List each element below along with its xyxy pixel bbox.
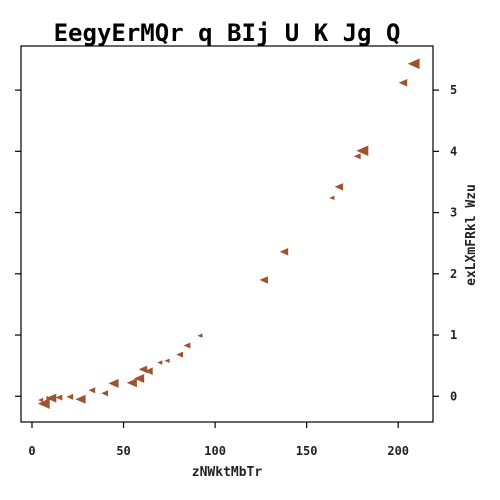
data-point-8 [101,390,108,397]
x-tick-label-50: 50 [116,444,130,458]
data-point-23 [353,153,361,160]
data-point-26 [407,58,420,69]
data-point-19 [259,276,268,284]
data-point-22 [334,183,344,191]
y-tick-label-3: 3 [450,206,457,220]
x-tick-label-0: 0 [28,444,35,458]
data-point-15 [164,358,170,363]
plot-frame [20,45,434,423]
x-tick-label-100: 100 [204,444,226,458]
data-point-14 [157,360,163,365]
data-point-4 [55,394,63,401]
x-axis-label: zNWktMbTr [192,465,263,480]
data-point-17 [183,342,191,349]
x-tick-label-150: 150 [296,444,318,458]
y-tick-label-1: 1 [450,328,457,342]
data-point-1 [37,398,50,409]
x-tick-label-200: 200 [387,444,409,458]
y-tick-label-0: 0 [450,389,457,403]
data-point-18 [197,333,203,338]
y-axis-label: exLXmFRkl Wzu [464,184,479,286]
data-point-9 [108,378,119,388]
data-point-10 [126,378,137,388]
data-point-25 [398,79,408,87]
data-point-12 [138,365,148,374]
data-point-6 [75,394,86,404]
data-point-21 [329,195,335,201]
data-point-7 [88,387,96,394]
data-point-0 [38,397,44,403]
data-point-3 [46,393,57,403]
data-point-24 [356,145,369,156]
y-tick-label-4: 4 [450,144,457,158]
x-axis-ticks: 0 50 100 150 200 [28,422,409,458]
data-points [37,58,420,409]
y-tick-label-2: 2 [450,267,457,281]
data-point-5 [66,393,74,400]
y-tick-label-5: 5 [450,83,457,97]
data-point-13 [144,367,153,375]
chart-title: EegyErMQr q BIj U K Jg Q [54,19,401,47]
data-point-16 [176,351,184,358]
y-axis-ticks: 0 1 2 3 4 5 [15,83,457,403]
data-point-20 [279,248,289,256]
data-point-11 [134,374,145,383]
